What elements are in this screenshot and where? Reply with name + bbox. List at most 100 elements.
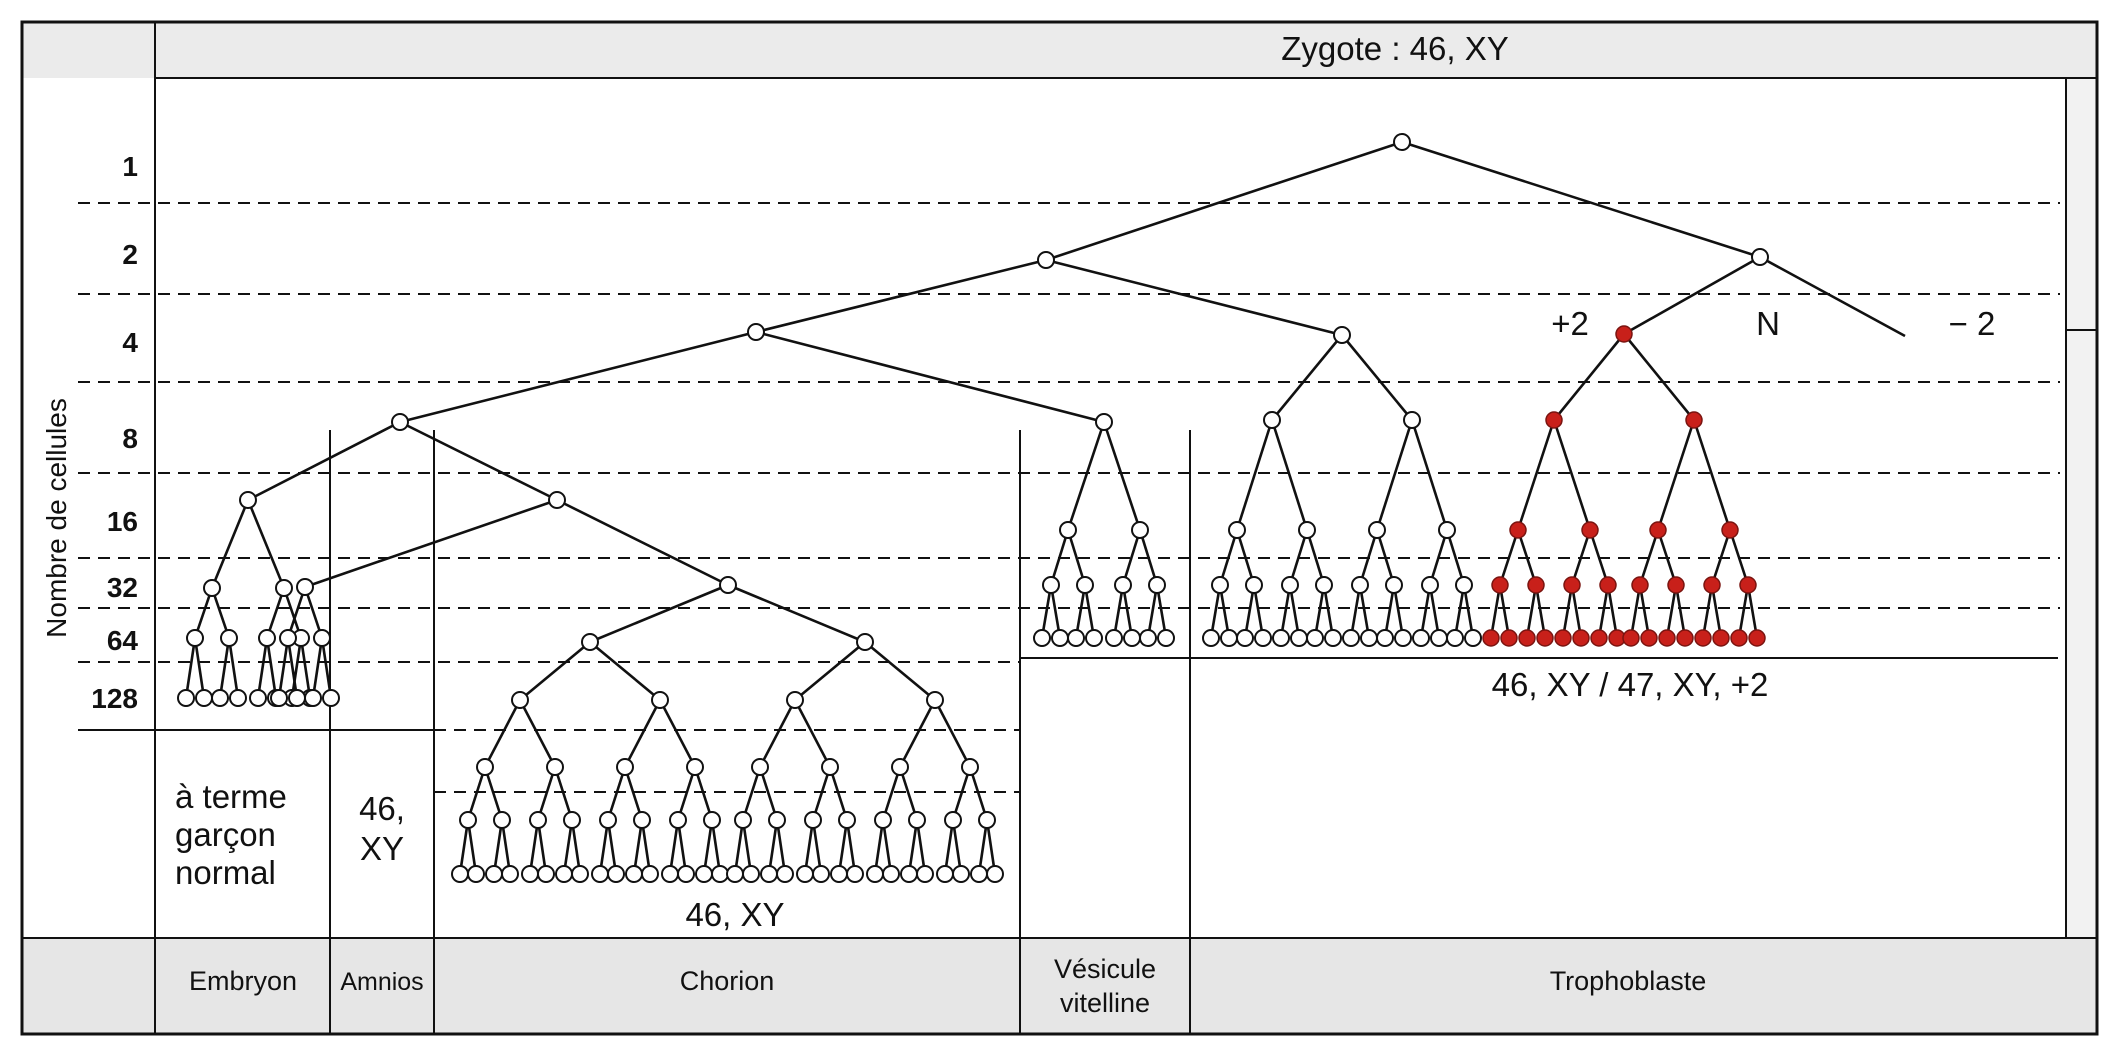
embryon-result-line-1: à terme bbox=[175, 778, 287, 815]
cell-node bbox=[239, 491, 257, 509]
cell-node bbox=[1368, 521, 1386, 539]
lineage-edge bbox=[1674, 584, 1687, 639]
lineage-edge bbox=[741, 766, 762, 821]
trisomic-cell-node bbox=[1739, 576, 1757, 594]
cell-node bbox=[279, 629, 297, 647]
cell-node bbox=[616, 758, 634, 776]
row-label-4: 4 bbox=[122, 327, 138, 358]
row-label-16: 16 bbox=[107, 506, 138, 537]
lineage-edge bbox=[589, 640, 661, 702]
lineage-edge bbox=[589, 583, 729, 644]
lineage-edge bbox=[794, 640, 866, 702]
trisomic-cell-node bbox=[1649, 521, 1667, 539]
header-band bbox=[22, 22, 2097, 78]
lineage-edge bbox=[811, 819, 823, 875]
embryon-result-line-3: normal bbox=[175, 854, 276, 891]
cell-node bbox=[882, 865, 900, 883]
cell-node bbox=[821, 758, 839, 776]
cell-node bbox=[796, 865, 814, 883]
cell-node bbox=[908, 811, 926, 829]
cell-node bbox=[804, 811, 822, 829]
cell-node bbox=[1037, 251, 1055, 269]
lineage-edge bbox=[793, 699, 832, 768]
lineage-edge bbox=[1270, 334, 1344, 421]
cell-node bbox=[633, 811, 651, 829]
trisomic-cell-node bbox=[1615, 325, 1633, 343]
trisomic-cell-node bbox=[1563, 576, 1581, 594]
lineage-edge bbox=[1759, 255, 1906, 338]
lineage-edge bbox=[304, 498, 558, 589]
trisomic-cell-node bbox=[1554, 629, 1572, 647]
lineage-edge bbox=[668, 819, 680, 875]
lineage-edge bbox=[640, 819, 652, 875]
lineage-edge bbox=[1597, 584, 1610, 639]
lineage-edge bbox=[1498, 529, 1520, 586]
lineage-edge bbox=[1623, 255, 1761, 336]
lineage-edge bbox=[1525, 584, 1538, 639]
lineage-edge bbox=[598, 819, 610, 875]
lineage-edge bbox=[755, 330, 1105, 424]
lineage-edge bbox=[1235, 419, 1274, 531]
lineage-edge bbox=[1622, 333, 1696, 421]
outer-frame bbox=[20, 20, 2099, 1036]
lineage-edge bbox=[943, 819, 955, 875]
cell-node bbox=[1464, 629, 1482, 647]
lineage-edge bbox=[1235, 529, 1256, 586]
cell-node bbox=[952, 865, 970, 883]
lineage-edge bbox=[1375, 419, 1414, 531]
cell-node bbox=[891, 758, 909, 776]
lineage-edge bbox=[758, 699, 797, 768]
lineage-edge bbox=[767, 819, 779, 875]
cell-node bbox=[220, 629, 238, 647]
cell-node bbox=[846, 865, 864, 883]
lineage-edge bbox=[184, 637, 197, 699]
cell-node bbox=[1342, 629, 1360, 647]
cell-node bbox=[1315, 576, 1333, 594]
trisomic-cell-node bbox=[1482, 629, 1500, 647]
cell-node bbox=[641, 865, 659, 883]
trisomic-cell-node bbox=[1518, 629, 1536, 647]
lineage-edge bbox=[1288, 529, 1309, 586]
cell-node bbox=[1067, 629, 1085, 647]
cell-node bbox=[1394, 629, 1412, 647]
lineage-edge bbox=[873, 819, 885, 875]
cell-node bbox=[270, 689, 288, 707]
cell-node bbox=[451, 865, 469, 883]
lineage-nodes bbox=[177, 133, 1769, 883]
lineage-edge bbox=[286, 637, 299, 699]
cell-node bbox=[812, 865, 830, 883]
trisomic-cell-node bbox=[1685, 411, 1703, 429]
cell-node bbox=[856, 633, 874, 651]
trisomic-cell-node bbox=[1712, 629, 1730, 647]
lineage-edge bbox=[1121, 529, 1142, 586]
lineage-edge bbox=[247, 420, 401, 502]
cell-node bbox=[830, 865, 848, 883]
lineage-edge bbox=[915, 819, 927, 875]
cell-node bbox=[1095, 413, 1113, 431]
right-margin-band bbox=[2066, 78, 2097, 938]
lineage-edge bbox=[623, 766, 644, 821]
cell-node bbox=[1220, 629, 1238, 647]
lineage-edge bbox=[881, 766, 902, 821]
cell-node bbox=[726, 865, 744, 883]
lineage-edge bbox=[951, 766, 972, 821]
cell-node bbox=[1202, 629, 1220, 647]
lineage-edge bbox=[676, 819, 688, 875]
lineage-edge bbox=[1665, 584, 1678, 639]
cell-node bbox=[776, 865, 794, 883]
lineage-edge bbox=[693, 766, 714, 821]
lineage-edge bbox=[1428, 529, 1449, 586]
cell-node bbox=[571, 865, 589, 883]
cell-node bbox=[703, 811, 721, 829]
trisomic-cell-node bbox=[1536, 629, 1554, 647]
lineage-edge bbox=[1692, 419, 1732, 531]
lineage-edge bbox=[1445, 529, 1466, 586]
cell-node bbox=[1157, 629, 1175, 647]
cell-node bbox=[916, 865, 934, 883]
lineage-edge bbox=[676, 766, 697, 821]
cell-node bbox=[944, 811, 962, 829]
lineage-edge bbox=[553, 766, 574, 821]
cell-node bbox=[1438, 521, 1456, 539]
lineage-edge bbox=[1606, 584, 1619, 639]
cell-node bbox=[961, 758, 979, 776]
